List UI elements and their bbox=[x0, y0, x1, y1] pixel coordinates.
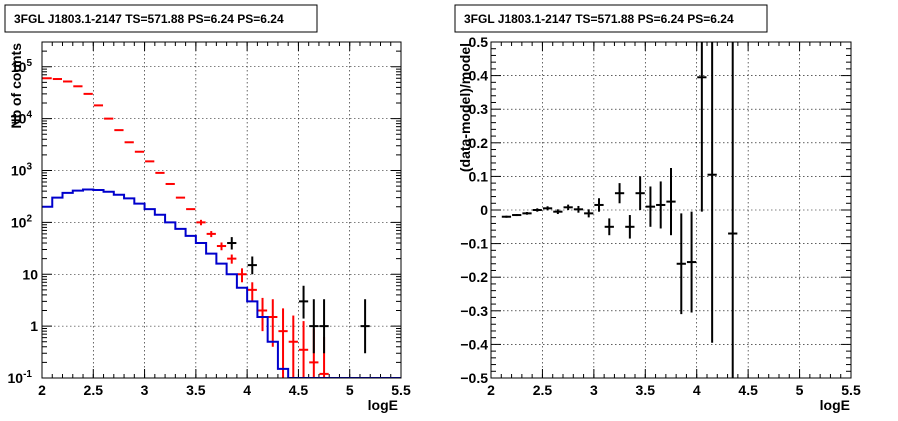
y-tick-label: −0.1 bbox=[460, 236, 488, 252]
right-panel-residuals: 3FGL J1803.1-2147 TS=571.88 PS=6.24 PS=6… bbox=[454, 4, 861, 413]
plot-data-area bbox=[42, 77, 401, 378]
left-title-box bbox=[4, 4, 318, 33]
plot-frame bbox=[490, 41, 852, 379]
x-tick-label: 3 bbox=[590, 382, 598, 398]
y-tick-exponent: 3 bbox=[26, 162, 32, 173]
x-tick-label: 2.5 bbox=[533, 382, 553, 398]
x-tick-label: 4.5 bbox=[738, 382, 758, 398]
plot-frame bbox=[41, 41, 402, 379]
x-tick-label: 5 bbox=[346, 382, 354, 398]
y-tick-base: 10 bbox=[11, 111, 27, 127]
x-tick-label: 4.5 bbox=[289, 382, 309, 398]
y-tick-label: 102 bbox=[11, 213, 33, 230]
y-tick-base: 10 bbox=[11, 163, 27, 179]
right-x-axis-label: logE bbox=[820, 397, 850, 413]
y-tick-base: 10 bbox=[8, 370, 24, 386]
y-tick-label: 10-1 bbox=[8, 369, 33, 386]
x-tick-label: 5 bbox=[796, 382, 804, 398]
x-tick-label: 2 bbox=[487, 382, 495, 398]
y-tick-label: −0.2 bbox=[460, 269, 488, 285]
x-tick-label: 2.5 bbox=[84, 382, 104, 398]
x-tick-label: 2 bbox=[38, 382, 46, 398]
x-tick-label: 4 bbox=[243, 382, 251, 398]
model-step-line bbox=[42, 188, 401, 378]
x-tick-label: 3.5 bbox=[636, 382, 656, 398]
y-tick-label: 103 bbox=[11, 162, 33, 179]
x-tick-label: 5.5 bbox=[841, 382, 861, 398]
y-tick-label: 0.5 bbox=[469, 34, 489, 50]
y-tick-base: 10 bbox=[11, 59, 27, 75]
x-tick-label: 4 bbox=[693, 382, 701, 398]
y-tick-exponent: 5 bbox=[26, 58, 32, 69]
right-title: 3FGL J1803.1-2147 TS=571.88 PS=6.24 PS=6… bbox=[464, 12, 734, 26]
y-tick-label: −0.5 bbox=[460, 370, 488, 386]
y-tick-label: 10 bbox=[22, 266, 38, 282]
plot-data-area bbox=[501, 42, 738, 378]
y-tick-base: 10 bbox=[11, 214, 27, 230]
right-title-box bbox=[454, 4, 768, 33]
left-y-axis-label: Nb of counts bbox=[8, 43, 24, 129]
y-tick-exponent: 2 bbox=[26, 213, 32, 224]
left-panel-counts: 3FGL J1803.1-2147 TS=571.88 PS=6.24 PS=6… bbox=[4, 4, 411, 413]
x-tick-label: 3.5 bbox=[186, 382, 206, 398]
y-tick-exponent: -1 bbox=[23, 369, 32, 380]
y-tick-label: 0 bbox=[480, 202, 488, 218]
y-tick-label: −0.3 bbox=[460, 303, 488, 319]
y-tick-label: 0.4 bbox=[469, 68, 489, 84]
y-tick-label: 1 bbox=[30, 318, 38, 334]
y-tick-label: 104 bbox=[11, 110, 33, 127]
left-title: 3FGL J1803.1-2147 TS=571.88 PS=6.24 PS=6… bbox=[14, 12, 284, 26]
right-y-axis-label: (data-model)/model bbox=[457, 43, 473, 172]
y-tick-label: 0.2 bbox=[469, 135, 489, 151]
x-tick-label: 5.5 bbox=[391, 382, 411, 398]
y-tick-label: −0.4 bbox=[460, 336, 488, 352]
y-tick-label: 0.1 bbox=[469, 168, 489, 184]
y-tick-label: 105 bbox=[11, 58, 33, 75]
y-tick-exponent: 4 bbox=[26, 110, 32, 121]
left-x-axis-label: logE bbox=[368, 397, 398, 413]
x-tick-label: 3 bbox=[141, 382, 149, 398]
y-tick-label: 0.3 bbox=[469, 101, 489, 117]
